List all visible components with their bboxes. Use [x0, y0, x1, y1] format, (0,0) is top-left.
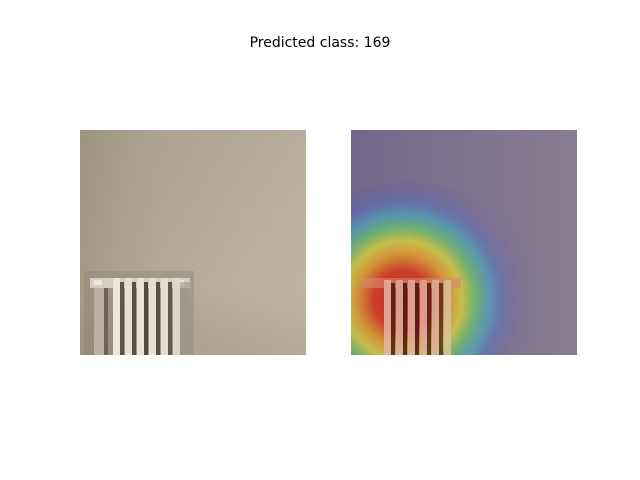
heatmap-overlay-panel [351, 130, 577, 355]
heatmap-overlay [351, 130, 577, 355]
figure-title: Predicted class: 169 [249, 35, 391, 51]
input-image [80, 130, 306, 355]
input-image-panel [80, 130, 306, 355]
radiator-overlay [361, 278, 461, 355]
radiator [84, 271, 194, 355]
